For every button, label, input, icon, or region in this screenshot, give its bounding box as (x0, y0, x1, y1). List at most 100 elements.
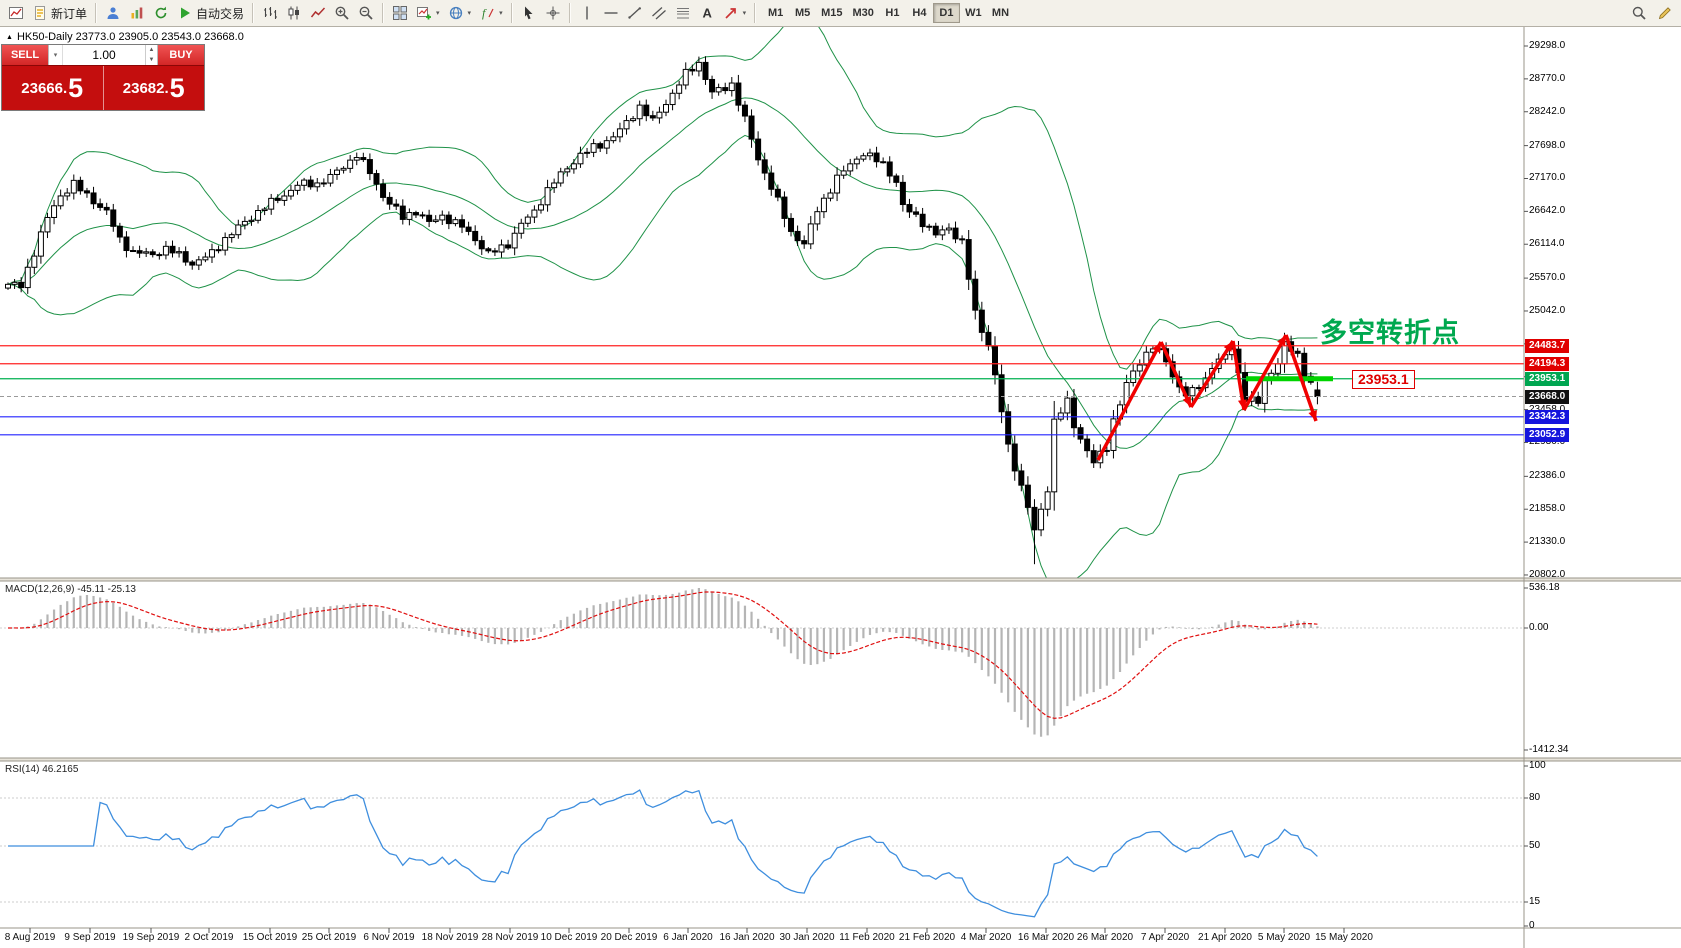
timeframe-M1[interactable]: M1 (767, 7, 784, 19)
profile-button[interactable] (101, 2, 125, 24)
price-flag[interactable]: 23052.9 (1525, 427, 1570, 442)
edit-button[interactable] (1653, 2, 1677, 24)
volume-dropdown[interactable]: ▾ (48, 45, 62, 65)
symbol-marker-icon: ▲ (6, 33, 13, 41)
price-flag[interactable]: 23668.0 (1525, 389, 1570, 404)
arrows-button[interactable]: ▾ (719, 2, 751, 24)
price-axis-label: 28242.0 (1529, 105, 1566, 117)
timeframe-M15[interactable]: M15 (821, 7, 843, 19)
horizontal-line-button[interactable] (599, 2, 623, 24)
volume-stepper[interactable]: ▲ ▼ (145, 45, 158, 65)
vertical-line-icon (579, 5, 595, 21)
rsi-axis-label: 100 (1529, 760, 1546, 771)
date-axis-label: 2 Oct 2019 (184, 932, 234, 943)
zoom-in-icon (334, 5, 350, 21)
date-axis-label: 8 Aug 2019 (4, 932, 56, 943)
charts-button[interactable] (125, 2, 149, 24)
auto-trading-button[interactable]: 自动交易 (173, 2, 248, 24)
chart-title: ▲ HK50-Daily 23773.0 23905.0 23543.0 236… (6, 31, 244, 43)
price-flag[interactable]: 23342.3 (1525, 409, 1570, 424)
templates-button[interactable]: ▾ (444, 2, 476, 24)
timeframe-H1[interactable]: H1 (885, 7, 900, 19)
sell-button[interactable]: SELL (2, 45, 48, 65)
rsi-axis-label: 0 (1529, 920, 1535, 931)
search-button[interactable] (1627, 2, 1651, 24)
timeframe-M5[interactable]: M5 (794, 7, 811, 19)
trendline-button[interactable] (623, 2, 647, 24)
fibonacci-button[interactable] (671, 2, 695, 24)
chevron-down-icon: ▾ (742, 10, 747, 17)
sell-price[interactable]: 23666. 5 (2, 66, 104, 110)
tile-windows-icon (392, 5, 408, 21)
price-axis-label: 28770.0 (1529, 72, 1566, 84)
toolbar-separator (510, 3, 513, 23)
price-flag[interactable]: 24194.3 (1525, 356, 1570, 371)
chevron-down-icon: ▾ (436, 10, 440, 17)
svg-text:f: f (482, 6, 487, 20)
chart-window-button[interactable] (4, 2, 28, 24)
auto-trading-label: 自动交易 (196, 6, 245, 21)
drawn-annotations[interactable] (1096, 334, 1333, 461)
date-axis-label: 6 Nov 2019 (363, 932, 415, 943)
refresh-button[interactable] (149, 2, 173, 24)
price-axis-label: 29298.0 (1529, 40, 1566, 51)
text-button[interactable]: A (695, 2, 719, 24)
date-axis-label: 20 Dec 2019 (600, 932, 658, 943)
templates-icon (448, 5, 464, 21)
date-axis-label: 16 Jan 2020 (719, 932, 775, 943)
toolbar-separator (95, 3, 98, 23)
rsi-axis-label: 50 (1529, 840, 1541, 851)
timeframe-MN[interactable]: MN (991, 7, 1010, 19)
bar-chart-button[interactable] (258, 2, 282, 24)
turning-point-annotation[interactable]: 多空转折点 (1320, 318, 1460, 348)
new-chart-button[interactable]: ▾ (412, 2, 444, 24)
channel-icon (651, 5, 667, 21)
chart-window-icon (8, 5, 24, 21)
candles (5, 56, 1321, 565)
price-flag[interactable]: 23953.1 (1525, 371, 1570, 386)
zoom-out-button (354, 2, 378, 24)
price-axis-label: 22386.0 (1529, 470, 1566, 482)
volume-up-icon[interactable]: ▲ (148, 47, 155, 53)
date-axis-label: 7 Apr 2020 (1140, 932, 1190, 943)
candlestick-button[interactable] (282, 2, 306, 24)
timeframe-H4[interactable]: H4 (912, 7, 927, 19)
cursor-button[interactable] (517, 2, 541, 24)
line-chart-button[interactable] (306, 2, 330, 24)
macd-axis-label: 0.00 (1529, 622, 1549, 633)
channel-button[interactable] (647, 2, 671, 24)
new-order-button[interactable]: 新订单 (28, 2, 91, 24)
tile-windows-button[interactable] (388, 2, 412, 24)
price-axis-label: 25570.0 (1529, 272, 1566, 284)
crosshair-button[interactable] (541, 2, 565, 24)
zoom-in-button[interactable] (330, 2, 354, 24)
price-axis-label: 20802.0 (1529, 568, 1566, 580)
indicators-button[interactable]: f ▾ (475, 2, 507, 24)
buy-price[interactable]: 23682. 5 (104, 66, 205, 110)
date-axis-label: 25 Oct 2019 (301, 932, 357, 943)
vertical-line-button[interactable] (575, 2, 599, 24)
price-axis-label: 21858.0 (1529, 503, 1566, 515)
date-axis-label: 21 Feb 2020 (898, 932, 956, 943)
axis-frame (0, 27, 1681, 948)
macd-axis-label: 536.18 (1529, 582, 1560, 593)
sell-price-big-digit: 5 (68, 72, 84, 103)
timeframe-M30[interactable]: M30 (852, 7, 874, 19)
timeframe-W1[interactable]: W1 (965, 7, 982, 19)
arrows-icon (723, 5, 739, 21)
buy-button[interactable]: BUY (158, 45, 204, 65)
zoom-out-icon (358, 5, 374, 21)
volume-input[interactable]: 1.00 (62, 45, 145, 65)
buy-price-main: 23682. (122, 79, 169, 97)
price-axis-label: 25042.0 (1529, 304, 1566, 316)
volume-down-icon[interactable]: ▼ (148, 57, 155, 63)
timeframe-D1[interactable]: D1 (932, 3, 960, 23)
price-flag[interactable]: 24483.7 (1525, 338, 1570, 353)
refresh-icon (153, 5, 169, 21)
price-axis-label: 21330.0 (1529, 536, 1566, 548)
date-axis-label: 26 Mar 2020 (1076, 932, 1134, 943)
charts-icon (129, 5, 145, 21)
price-level-annotation[interactable]: 23953.1 (1352, 370, 1415, 389)
